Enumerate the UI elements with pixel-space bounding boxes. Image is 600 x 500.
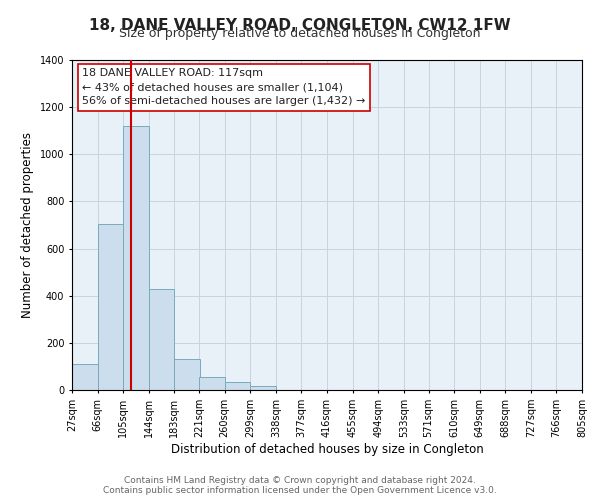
Bar	[72, 364, 98, 390]
Bar	[98, 224, 123, 390]
Text: Contains HM Land Registry data © Crown copyright and database right 2024.
Contai: Contains HM Land Registry data © Crown c…	[103, 476, 497, 495]
Bar	[149, 288, 174, 390]
Text: Size of property relative to detached houses in Congleton: Size of property relative to detached ho…	[119, 28, 481, 40]
Bar	[250, 386, 276, 390]
Text: 18, DANE VALLEY ROAD, CONGLETON, CW12 1FW: 18, DANE VALLEY ROAD, CONGLETON, CW12 1F…	[89, 18, 511, 32]
Bar	[174, 360, 200, 390]
X-axis label: Distribution of detached houses by size in Congleton: Distribution of detached houses by size …	[170, 442, 484, 456]
Y-axis label: Number of detached properties: Number of detached properties	[21, 132, 34, 318]
Bar	[225, 382, 250, 390]
Text: 18 DANE VALLEY ROAD: 117sqm
← 43% of detached houses are smaller (1,104)
56% of : 18 DANE VALLEY ROAD: 117sqm ← 43% of det…	[82, 68, 365, 106]
Bar	[199, 376, 225, 390]
Bar	[123, 126, 149, 390]
